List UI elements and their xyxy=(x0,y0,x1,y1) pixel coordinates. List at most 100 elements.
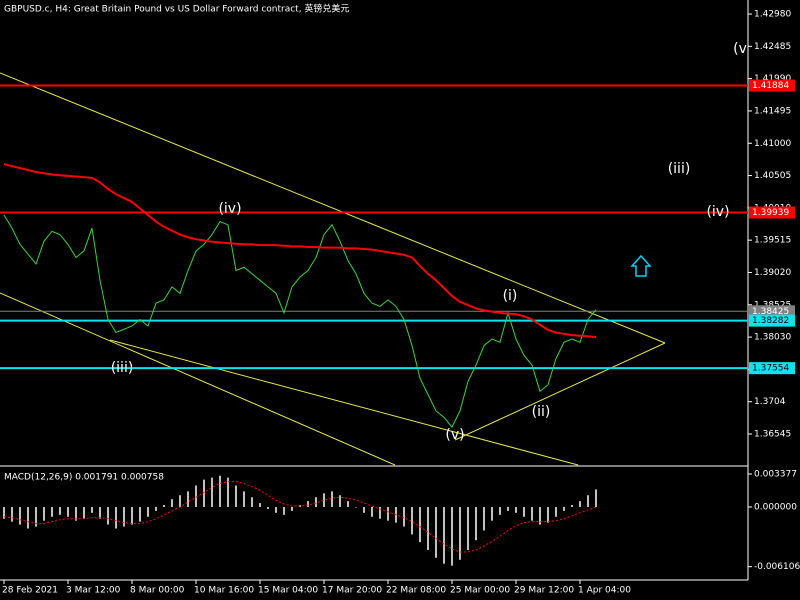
macd-bar xyxy=(227,477,229,507)
y-tick-label: 1.39515 xyxy=(754,236,791,246)
macd-bar xyxy=(315,497,317,507)
x-tick-label: 17 Mar 20:00 xyxy=(322,586,382,596)
macd-bar xyxy=(451,506,453,566)
macd-bar xyxy=(275,506,277,513)
macd-bar xyxy=(523,506,525,517)
macd-bar xyxy=(11,506,13,522)
macd-bar xyxy=(283,506,285,515)
macd-bar xyxy=(419,506,421,543)
macd-bar xyxy=(387,506,389,521)
macd-bar xyxy=(91,506,93,513)
macd-bar xyxy=(139,506,141,522)
y-tick-label: 1.40505 xyxy=(754,171,791,181)
y-tick-label: 1.42980 xyxy=(754,10,791,20)
macd-bar xyxy=(67,506,69,517)
moving-average xyxy=(3,163,597,339)
macd-bar xyxy=(171,499,173,507)
macd-bar xyxy=(515,506,517,513)
macd-bar xyxy=(203,479,205,507)
macd-bar xyxy=(411,506,413,535)
macd-bar xyxy=(251,497,253,507)
macd-bar xyxy=(547,506,549,523)
wave-label: (v xyxy=(733,41,747,57)
x-tick-label: 3 Mar 12:00 xyxy=(66,586,121,596)
trend-line xyxy=(0,292,396,466)
x-tick-label: 10 Mar 16:00 xyxy=(194,586,254,596)
level-label-box xyxy=(749,79,795,92)
level-label: 1.37554 xyxy=(752,364,789,374)
y-tick-label: 1.36545 xyxy=(754,430,791,440)
price-panel xyxy=(0,72,666,466)
macd-bar xyxy=(179,495,181,507)
macd-bar xyxy=(595,489,597,507)
level-label: 1.38282 xyxy=(752,316,789,326)
level-label-box xyxy=(749,206,795,219)
y-tick-label: 0.000000 xyxy=(754,502,797,512)
wave-label: (iv) xyxy=(218,201,241,217)
macd-bar xyxy=(3,506,5,519)
macd-bar xyxy=(19,506,21,525)
macd-bar xyxy=(587,495,589,507)
macd-bar xyxy=(427,506,429,550)
wave-label: (ii) xyxy=(532,404,551,420)
macd-bar xyxy=(235,485,237,507)
macd-bar xyxy=(403,506,405,527)
macd-bar xyxy=(499,506,501,515)
wave-label: (iii) xyxy=(668,161,691,177)
macd-bar xyxy=(75,506,77,521)
macd-bar xyxy=(443,506,445,564)
y-tick-label: 1.38525 xyxy=(754,300,791,310)
macd-bar xyxy=(27,506,29,529)
macd-bar xyxy=(123,506,125,527)
macd-bar xyxy=(243,491,245,507)
macd-bar xyxy=(459,506,461,560)
wave-label: (v) xyxy=(445,427,464,443)
level-label-box xyxy=(749,314,795,327)
y-tick-label: 1.41990 xyxy=(754,74,791,84)
x-tick-label: 15 Mar 04:00 xyxy=(258,586,318,596)
trend-line xyxy=(0,72,666,344)
macd-bar xyxy=(323,493,325,507)
macd-bar xyxy=(267,506,269,509)
y-tick-label: 1.3704 xyxy=(754,397,786,407)
x-tick-label: 8 Mar 00:00 xyxy=(130,586,185,596)
macd-bar xyxy=(147,506,149,517)
wave-label: (i) xyxy=(503,288,518,304)
level-label: 1.38425 xyxy=(752,307,789,317)
macd-bar xyxy=(131,506,133,525)
level-label: 1.41884 xyxy=(752,81,789,91)
macd-bar xyxy=(363,506,365,513)
macd-bar xyxy=(259,503,261,507)
macd-bar xyxy=(195,485,197,507)
macd-bar xyxy=(531,506,533,521)
y-tick-label: 1.38030 xyxy=(754,333,791,343)
macd-bar xyxy=(307,501,309,507)
wave-label: (iii) xyxy=(111,360,134,376)
macd-bar xyxy=(219,475,221,507)
macd-bar xyxy=(571,505,573,507)
macd-bar xyxy=(155,506,157,511)
macd-bar xyxy=(467,506,469,550)
y-tick-label: 1.41000 xyxy=(754,139,791,149)
macd-title: MACD(12,26,9) 0.001791 0.000758 xyxy=(4,473,164,483)
macd-bar xyxy=(163,505,165,507)
macd-bar xyxy=(371,506,373,517)
signal-line xyxy=(3,481,597,553)
macd-bar xyxy=(187,491,189,507)
wave-label: (iv) xyxy=(706,204,729,220)
macd-bar xyxy=(331,491,333,507)
macd-bar xyxy=(555,506,557,517)
macd-bar xyxy=(107,506,109,525)
macd-bar xyxy=(83,506,85,519)
macd-bar xyxy=(339,495,341,507)
y-tick-label: 1.41495 xyxy=(754,106,791,116)
macd-bar xyxy=(435,506,437,558)
x-tick-label: 1 Apr 04:00 xyxy=(578,586,631,596)
macd-bar xyxy=(483,506,485,531)
arrow-icon xyxy=(630,254,652,277)
x-tick-label: 29 Mar 12:00 xyxy=(514,586,574,596)
y-tick-label: 1.42485 xyxy=(754,42,791,52)
macd-bar xyxy=(43,506,45,521)
